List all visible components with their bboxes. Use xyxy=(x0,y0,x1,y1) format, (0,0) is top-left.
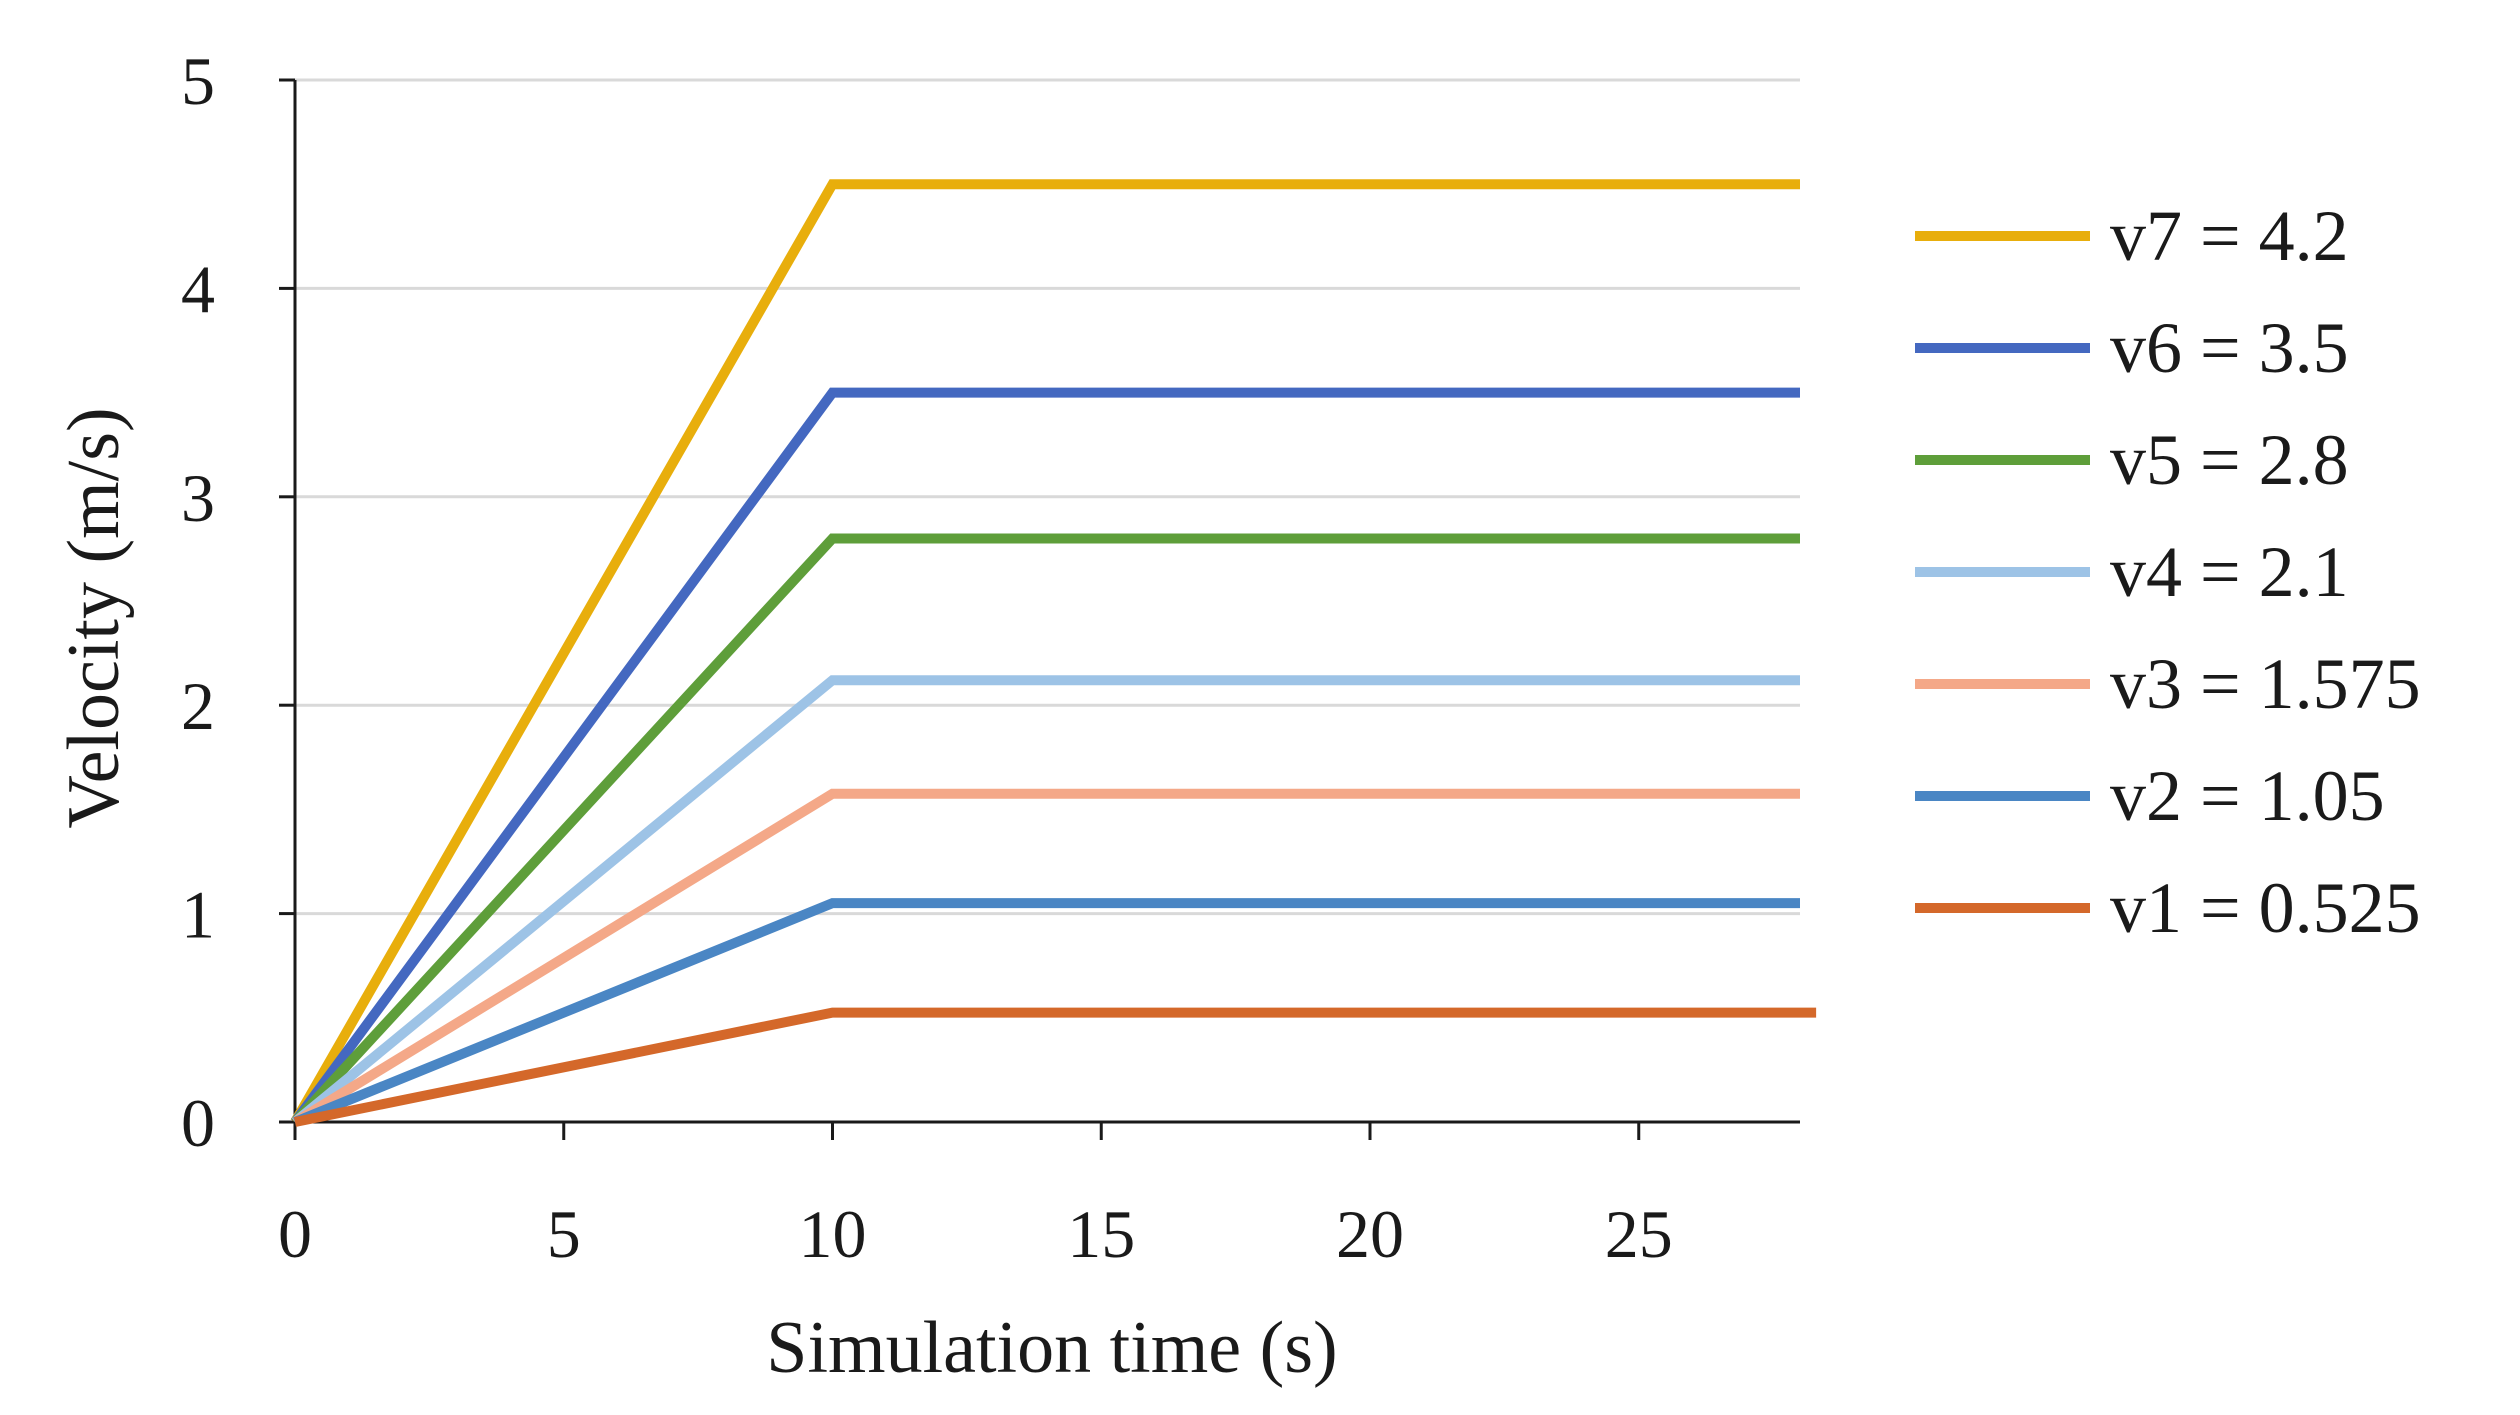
y-tick-label: 0 xyxy=(181,1085,215,1161)
legend-label: v6 = 3.5 xyxy=(2110,308,2349,388)
y-axis-title: Velocity (m/s) xyxy=(53,407,135,828)
y-tick-label: 3 xyxy=(181,460,215,536)
y-tick-label: 2 xyxy=(181,668,215,744)
legend: v7 = 4.2 v6 = 3.5 v5 = 2.8 v4 = 2.1 v3 = 1.5… xyxy=(1915,196,2421,948)
series-line-v2 xyxy=(293,898,1800,1127)
grid-lines xyxy=(295,78,1800,916)
x-tick-label: 10 xyxy=(799,1196,867,1272)
legend-item: v3 = 1.575 xyxy=(1915,644,2421,724)
y-tick-label: 5 xyxy=(181,43,215,119)
x-tick-label: 20 xyxy=(1336,1196,1404,1272)
axes xyxy=(279,78,1800,1140)
x-tick-label: 0 xyxy=(278,1196,312,1272)
legend-item: v2 = 1.05 xyxy=(1915,756,2385,836)
legend-label: v7 = 4.2 xyxy=(2110,196,2349,276)
legend-label: v2 = 1.05 xyxy=(2110,756,2385,836)
x-tick-label: 15 xyxy=(1067,1196,1135,1272)
legend-label: v5 = 2.8 xyxy=(2110,420,2349,500)
x-axis-title: Simulation time (s) xyxy=(766,1307,1337,1389)
legend-item: v1 = 0.525 xyxy=(1915,868,2421,948)
tick-labels: 0 1 2 3 4 5 0 5 10 15 20 25 xyxy=(181,43,1673,1272)
y-tick-label: 1 xyxy=(181,877,215,953)
legend-item: v4 = 2.1 xyxy=(1915,532,2349,612)
series-line-v1 xyxy=(294,1007,1817,1127)
legend-item: v6 = 3.5 xyxy=(1915,308,2349,388)
x-tick-label: 5 xyxy=(547,1196,581,1272)
series-line-v4 xyxy=(291,675,1800,1126)
y-tick-label: 4 xyxy=(181,251,215,327)
series-line-v6 xyxy=(290,387,1800,1125)
legend-label: v3 = 1.575 xyxy=(2110,644,2421,724)
series-lines xyxy=(290,179,1817,1127)
series-line-v5 xyxy=(291,533,1800,1126)
series-line-v3 xyxy=(292,788,1800,1127)
legend-label: v4 = 2.1 xyxy=(2110,532,2349,612)
x-tick-label: 25 xyxy=(1605,1196,1673,1272)
legend-item: v7 = 4.2 xyxy=(1915,196,2349,276)
legend-label: v1 = 0.525 xyxy=(2110,868,2421,948)
series-line-v7 xyxy=(290,179,1800,1125)
legend-item: v5 = 2.8 xyxy=(1915,420,2349,500)
